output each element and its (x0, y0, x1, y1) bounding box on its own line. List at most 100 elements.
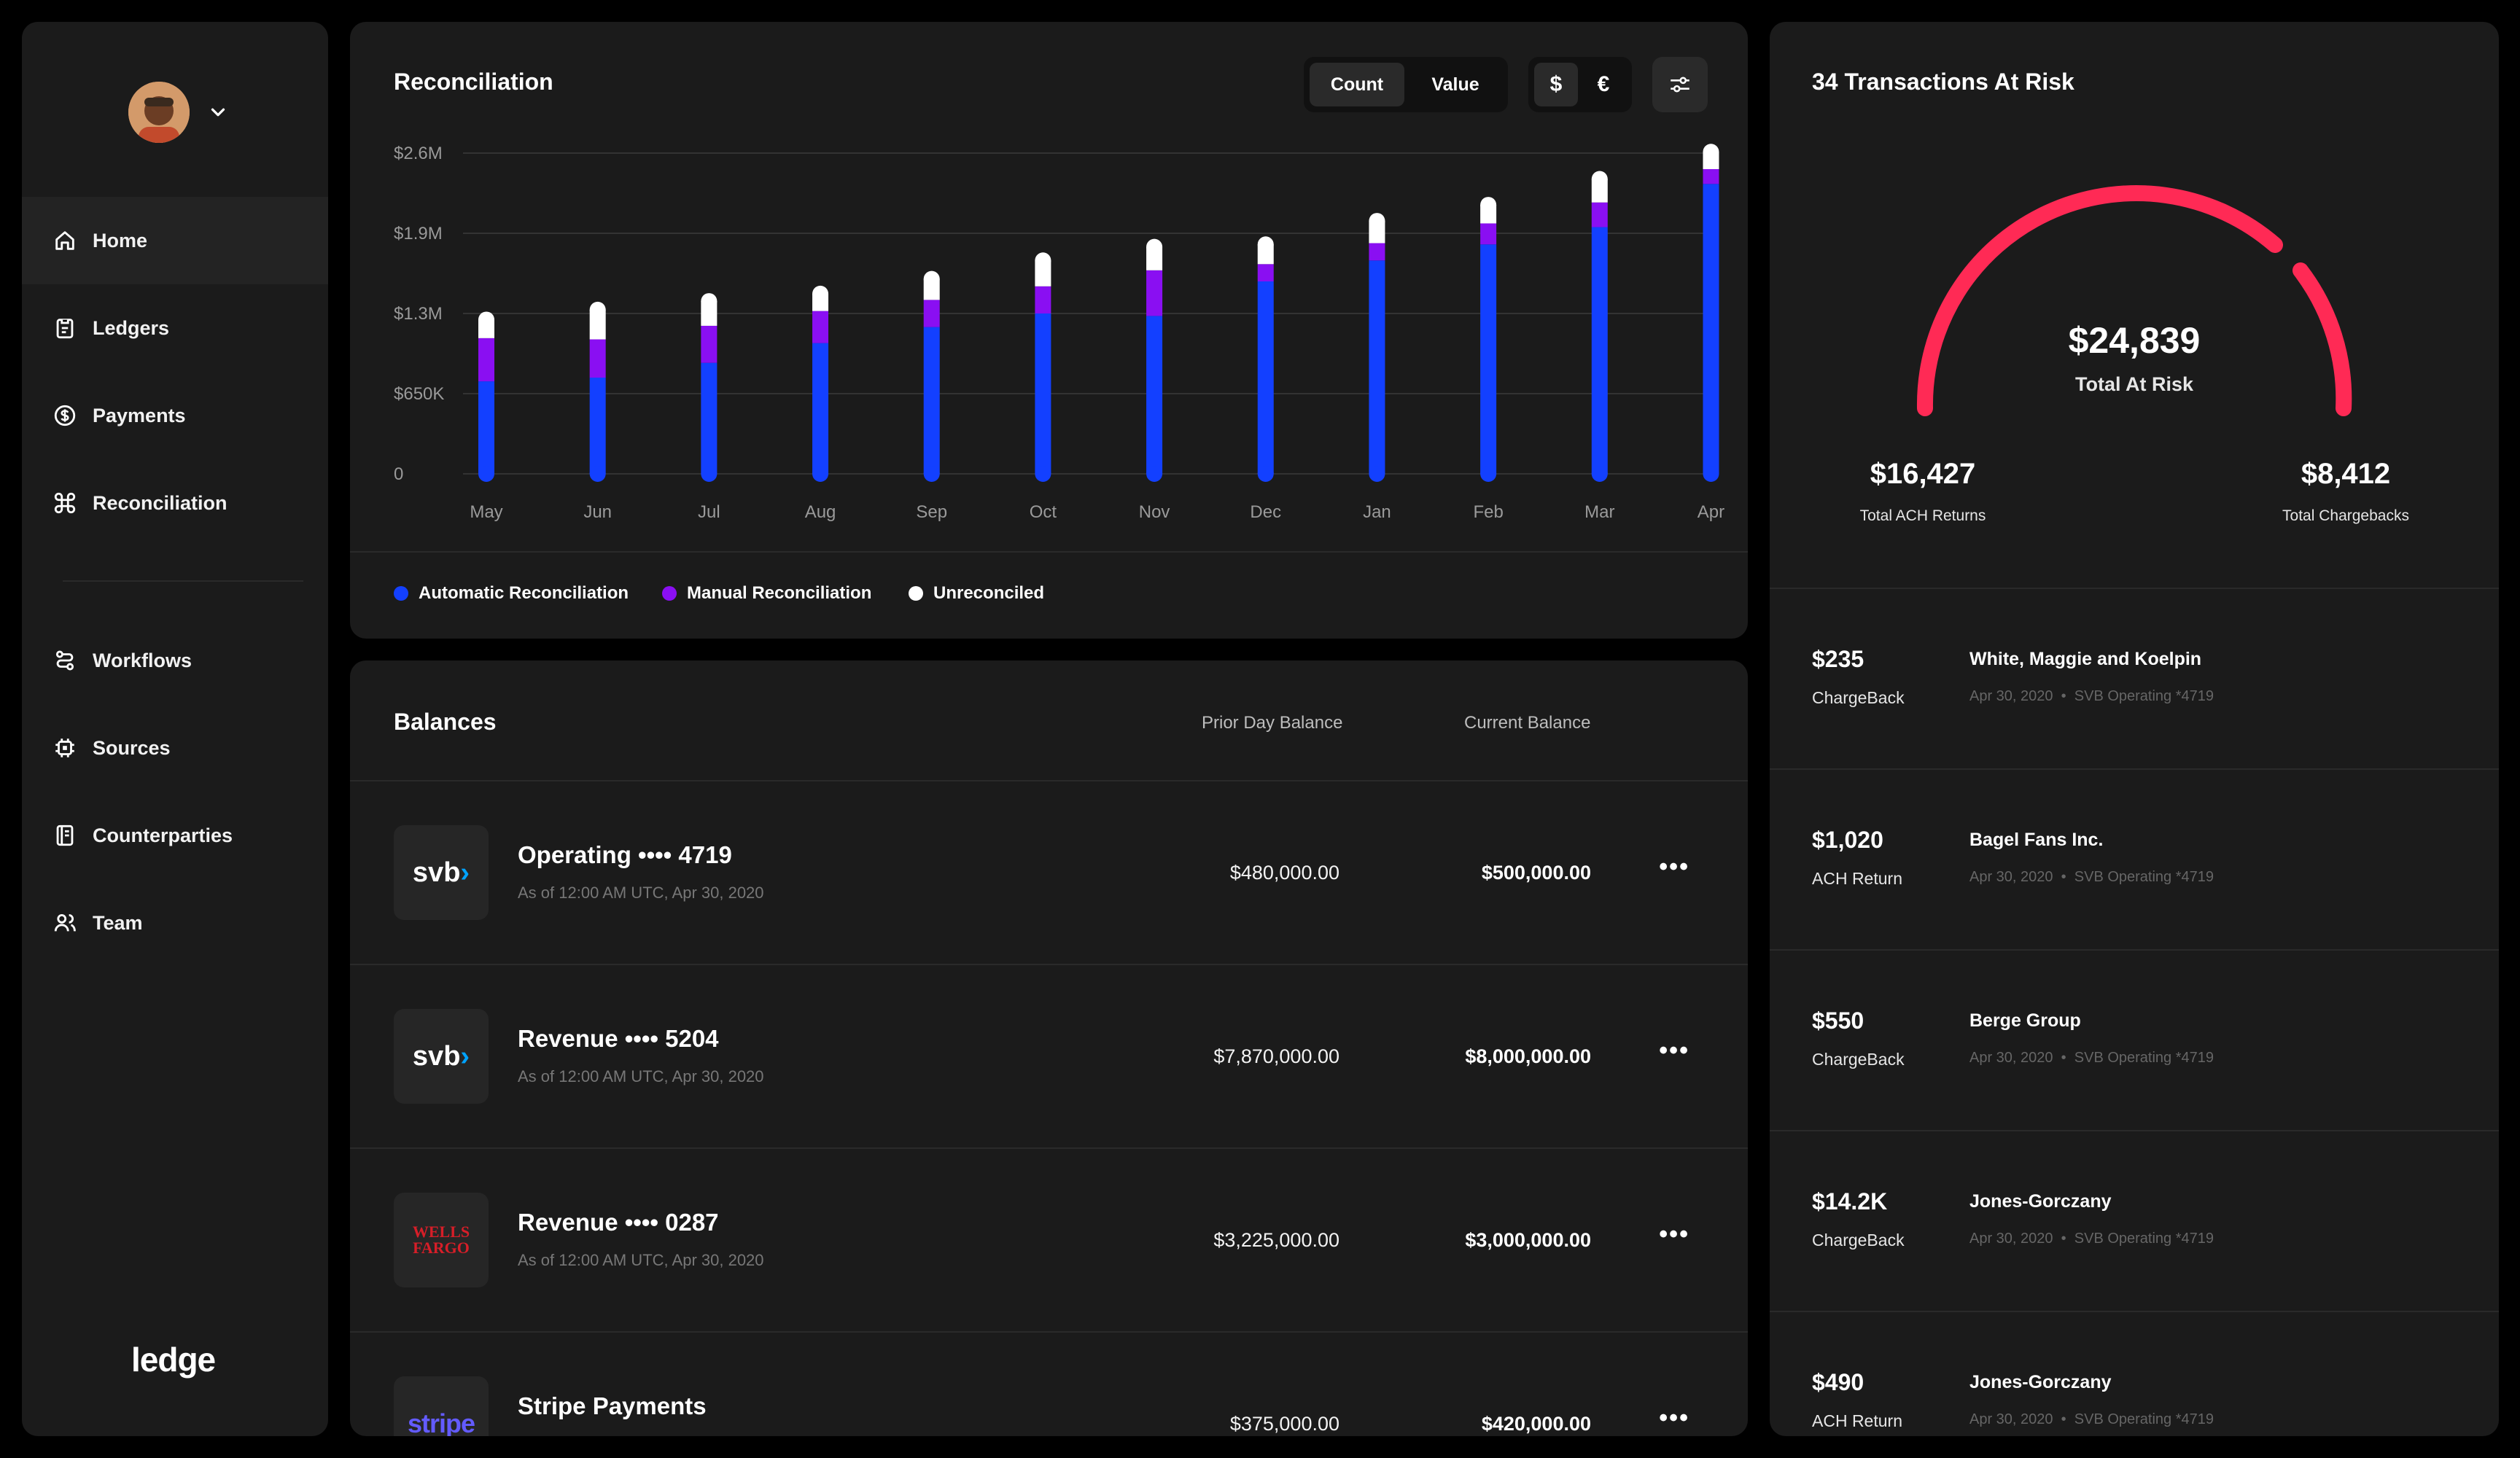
filter-button[interactable] (1652, 57, 1708, 112)
legend-dot (394, 586, 408, 601)
more-options-icon[interactable]: ••• (1659, 1220, 1689, 1248)
bar-segment[interactable] (812, 311, 829, 343)
bar-segment[interactable] (478, 381, 494, 474)
sidebar-item-ledgers[interactable]: Ledgers (22, 284, 328, 372)
table-row[interactable]: stripe Stripe Payments $375,000.00 $420,… (350, 1331, 1748, 1436)
bar-segment[interactable] (1369, 260, 1385, 474)
reconciliation-panel: Reconciliation Count Value $ € $2.6M $1.9… (350, 22, 1748, 639)
bar-base (1591, 466, 1608, 482)
bar-segment[interactable] (923, 327, 940, 474)
bar-base (1146, 466, 1163, 482)
bar-segment[interactable] (812, 343, 829, 474)
table-row[interactable]: WELLS FARGO Revenue •••• 0287 As of 12:0… (350, 1147, 1748, 1331)
bar-segment[interactable] (1480, 244, 1497, 474)
risk-type: ChargeBack (1812, 1231, 1905, 1250)
more-options-icon[interactable]: ••• (1659, 1404, 1689, 1432)
sidebar-item-team[interactable]: Team (22, 879, 328, 967)
sidebar-item-reconciliation[interactable]: Reconciliation (22, 459, 328, 547)
risk-amount: $235 (1812, 646, 1864, 672)
panel-title: Reconciliation (394, 69, 553, 95)
bar-segment[interactable] (1591, 202, 1608, 227)
more-options-icon[interactable]: ••• (1659, 1037, 1689, 1064)
bar-segment[interactable] (1146, 270, 1163, 316)
risk-meta: Apr 30, 2020 • SVB Operating *4719 (1969, 1411, 2214, 1427)
bar-segment[interactable] (1703, 184, 1719, 475)
risk-meta: Apr 30, 2020 • SVB Operating *4719 (1969, 869, 2214, 885)
bar-segment[interactable] (923, 300, 940, 327)
sidebar-item-counterparties[interactable]: Counterparties (22, 792, 328, 879)
sidebar-item-home[interactable]: Home (22, 197, 328, 284)
bar-segment[interactable] (1035, 286, 1051, 313)
count-value-toggle: Count Value (1304, 57, 1508, 112)
bar-segment[interactable] (589, 378, 606, 474)
bar-cap (1703, 144, 1719, 160)
bar-cap (1591, 171, 1608, 187)
bar-base (812, 466, 829, 482)
sidebar-item-payments[interactable]: Payments (22, 372, 328, 459)
y-tick-label: $650K (394, 384, 444, 404)
panel-title: 34 Transactions At Risk (1812, 69, 2074, 95)
bar-segment[interactable] (701, 325, 718, 363)
bar-base (701, 466, 718, 482)
chargebacks-label: Total Chargebacks (2282, 507, 2409, 524)
legend-item-manual: Manual Reconciliation (662, 583, 871, 604)
bar-segment[interactable] (1703, 169, 1719, 184)
bar-segment[interactable] (1369, 243, 1385, 261)
chevron-down-icon[interactable] (207, 101, 229, 123)
risk-amount: $14.2K (1812, 1188, 1888, 1215)
bar-segment[interactable] (1035, 313, 1051, 474)
table-row[interactable]: svb › Revenue •••• 5204 As of 12:00 AM UT… (350, 964, 1748, 1147)
risk-type: ACH Return (1812, 1411, 1902, 1430)
sidebar-item-label: Workflows (93, 649, 192, 671)
list-item[interactable]: $235 ChargeBack White, Maggie and Koelpi… (1770, 588, 2499, 768)
list-item[interactable]: $1,020 ACH Return Bagel Fans Inc. Apr 30… (1770, 768, 2499, 949)
app-logo: ledge (131, 1341, 216, 1379)
bar-segment[interactable] (589, 339, 606, 378)
bar-segment[interactable] (1146, 316, 1163, 474)
bar-base (478, 466, 494, 482)
sidebar-item-workflows[interactable]: Workflows (22, 617, 328, 704)
eur-button[interactable]: € (1597, 72, 1610, 96)
risk-type: ChargeBack (1812, 1050, 1905, 1069)
current-balance: $8,000,000.00 (1465, 1045, 1591, 1067)
gauge-arc-chargeback (2292, 262, 2352, 416)
list-item[interactable]: $490 ACH Return Jones-Gorczany Apr 30, 2… (1770, 1311, 2499, 1436)
avatar[interactable] (128, 82, 190, 143)
account-timestamp: As of 12:00 AM UTC, Apr 30, 2020 (518, 884, 764, 902)
currency-toggle: $ € (1528, 57, 1632, 112)
panel-title: Balances (394, 709, 497, 735)
count-button[interactable]: Count (1310, 63, 1404, 106)
bar-segment[interactable] (478, 338, 494, 382)
bar-segment[interactable] (701, 362, 718, 474)
bar-segment[interactable] (589, 309, 606, 340)
sliders-icon (1671, 77, 1689, 93)
list-item[interactable]: $14.2K ChargeBack Jones-Gorczany Apr 30,… (1770, 1130, 2499, 1311)
risk-meta: Apr 30, 2020 • SVB Operating *4719 (1969, 1231, 2214, 1247)
user-menu[interactable] (128, 82, 229, 143)
risk-meta: Apr 30, 2020 • SVB Operating *4719 (1969, 1050, 2214, 1066)
bar-segment[interactable] (1257, 264, 1274, 281)
sidebar-item-sources[interactable]: Sources (22, 704, 328, 792)
bar-cap (701, 293, 718, 310)
prior-balance: $7,870,000.00 (1213, 1045, 1339, 1067)
value-button[interactable]: Value (1431, 74, 1479, 95)
command-icon (54, 492, 76, 514)
list-item[interactable]: $550 ChargeBack Berge Group Apr 30, 2020… (1770, 949, 2499, 1130)
bar-segment[interactable] (1257, 281, 1274, 474)
transactions-at-risk-panel: 34 Transactions At Risk $24,839 Total At… (1770, 22, 2499, 1436)
ach-returns-value: $16,427 (1870, 458, 1976, 490)
x-tick-label: Oct (1030, 502, 1057, 522)
x-tick-label: Sep (916, 502, 947, 522)
usd-button[interactable]: $ (1534, 63, 1578, 106)
balances-panel: Balances Prior Day Balance Current Balan… (350, 660, 1748, 1436)
legend-dot (909, 586, 923, 601)
reconciliation-chart: $2.6M $1.9M $1.3M $650K 0 May Jun Jul Aug Sep Oct N… (394, 144, 1724, 522)
bar-cap (1035, 252, 1051, 269)
sidebar-item-label: Ledgers (93, 316, 170, 339)
sidebar-item-label: Reconciliation (93, 491, 228, 514)
counterparty-name: Jones-Gorczany (1969, 1372, 2112, 1392)
more-options-icon[interactable]: ••• (1659, 853, 1689, 881)
bar-segment[interactable] (1480, 223, 1497, 245)
table-row[interactable]: svb › Operating •••• 4719 As of 12:00 AM … (350, 780, 1748, 964)
bar-segment[interactable] (1591, 227, 1608, 474)
